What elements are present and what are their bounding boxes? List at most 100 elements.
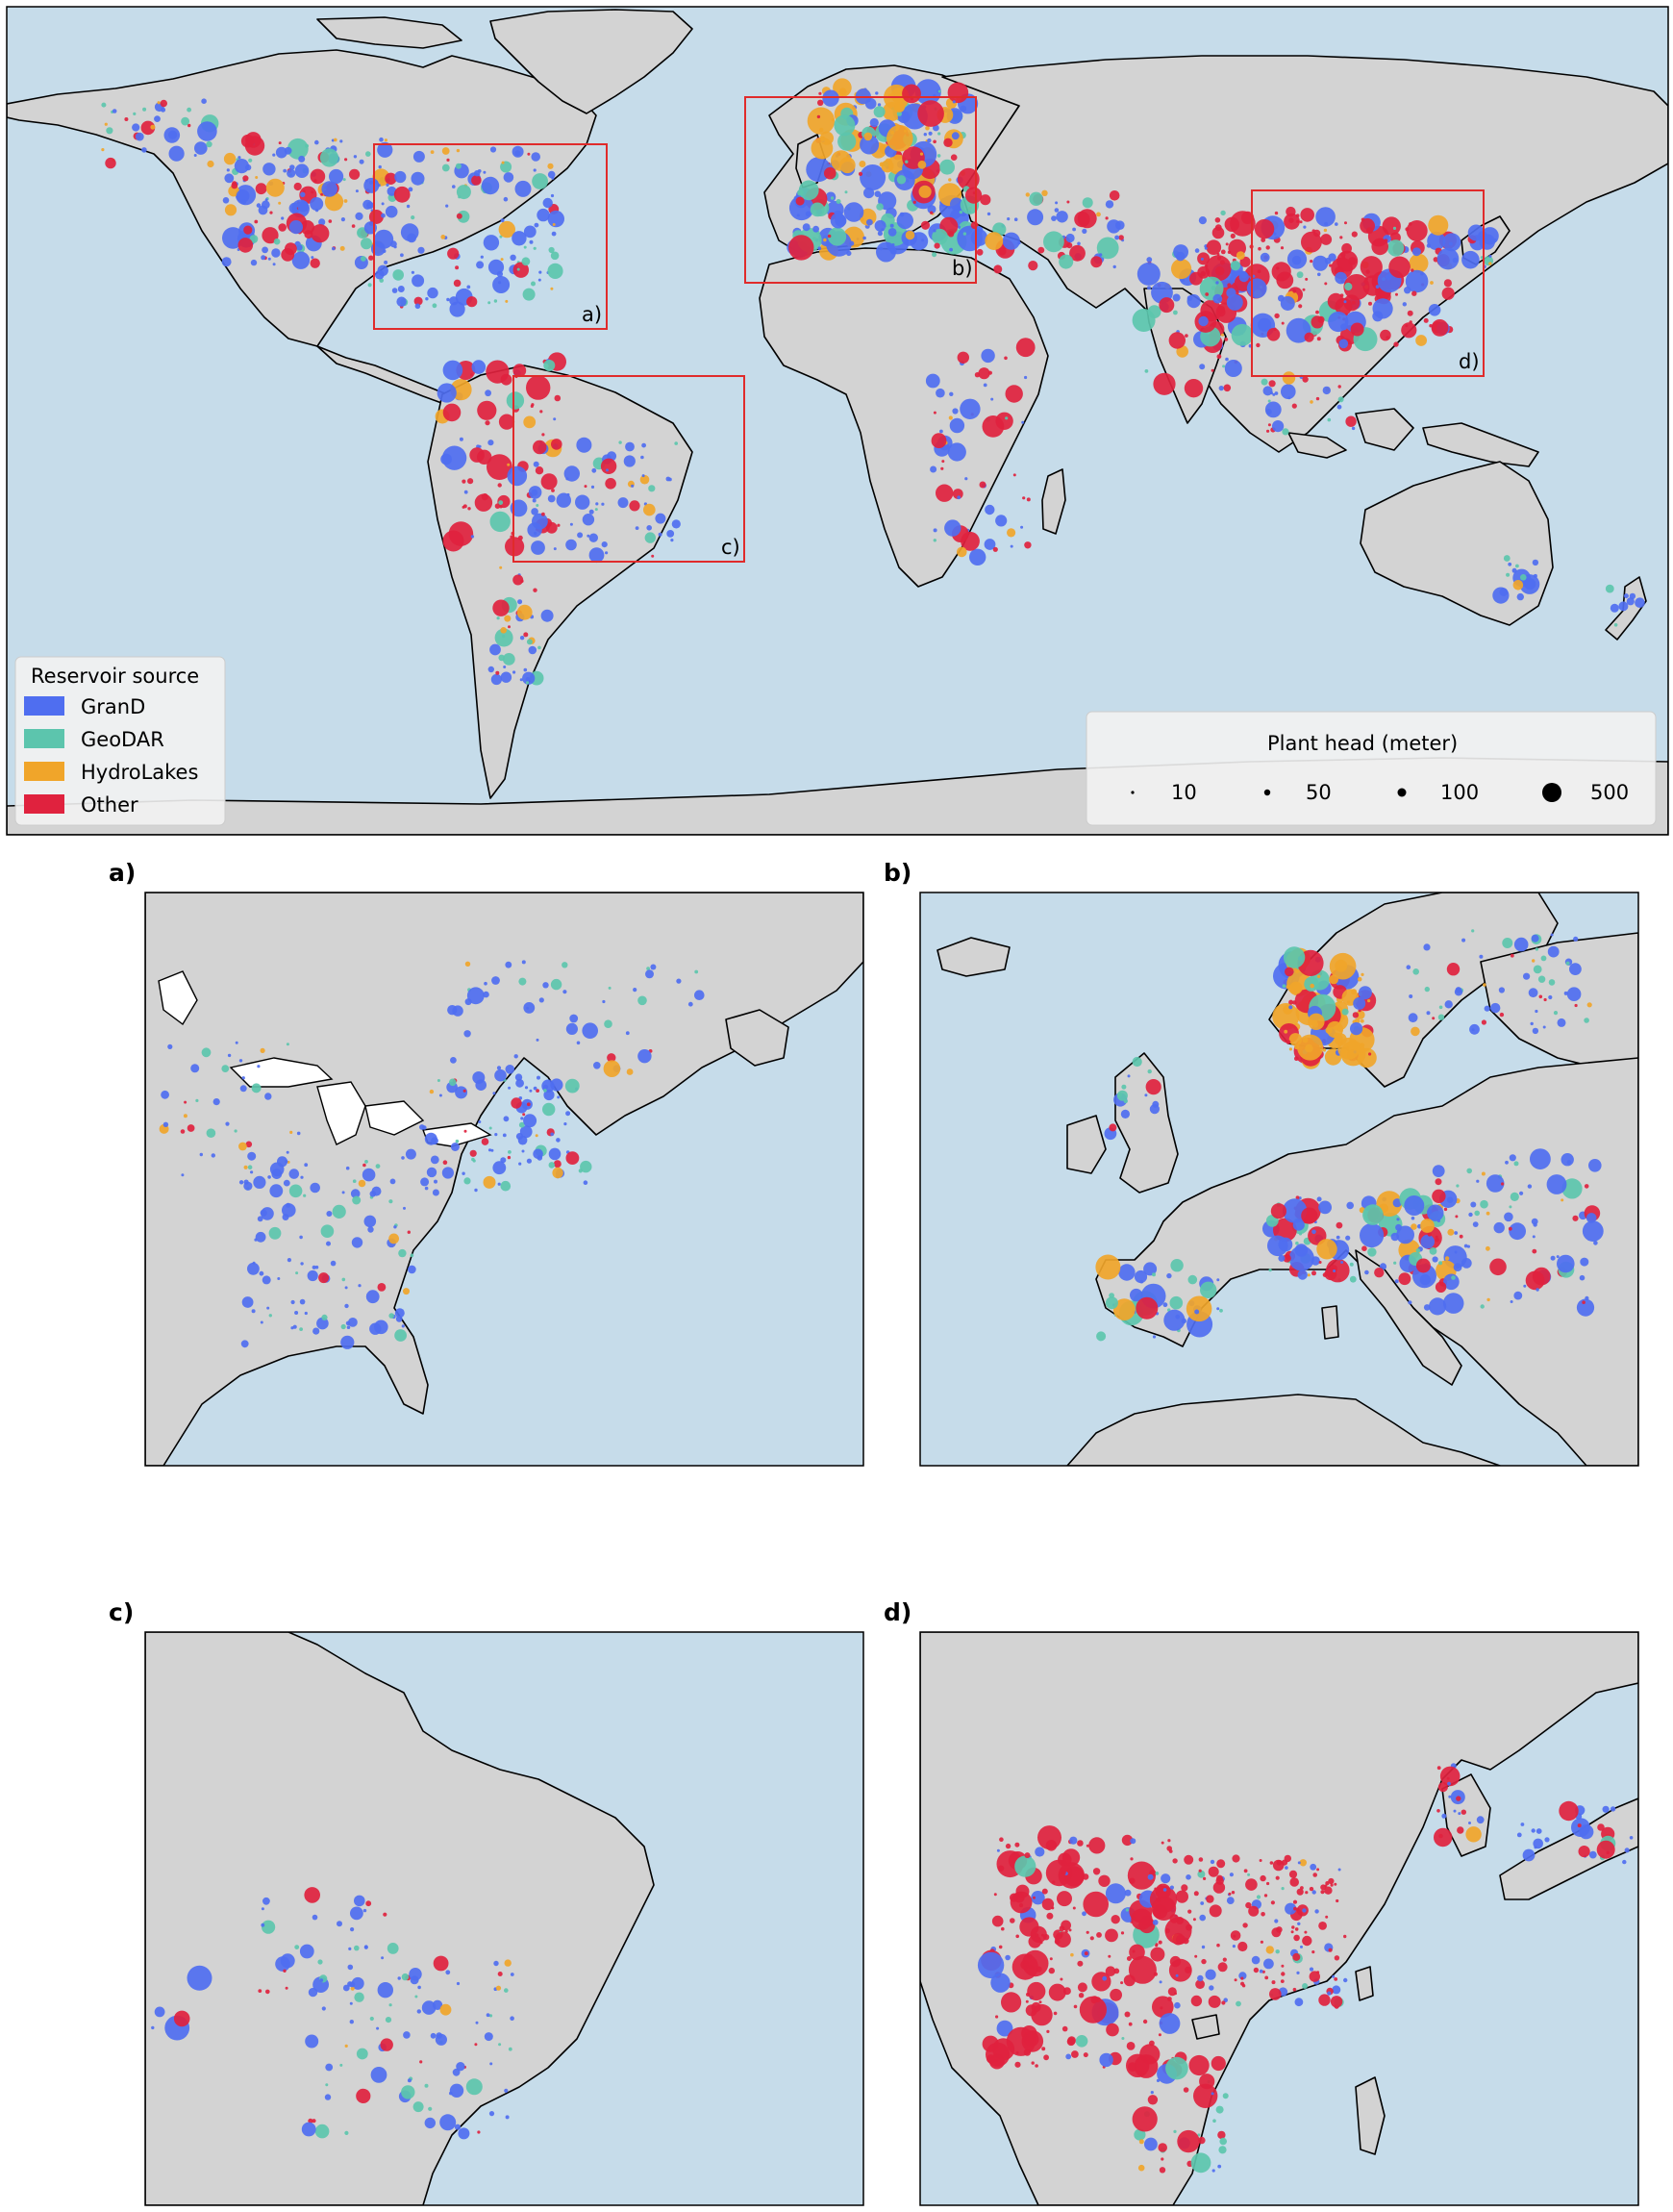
- reservoir-marker: [1580, 1257, 1589, 1267]
- reservoir-marker: [184, 1100, 187, 1104]
- reservoir-marker: [1546, 1174, 1567, 1194]
- reservoir-marker: [1114, 235, 1119, 240]
- reservoir-marker: [412, 2101, 424, 2113]
- reservoir-marker: [1532, 1235, 1536, 1239]
- reservoir-marker: [101, 148, 105, 152]
- reservoir-marker: [241, 1296, 254, 1308]
- reservoir-marker: [500, 671, 512, 683]
- reservoir-marker: [1270, 1900, 1275, 1905]
- reservoir-marker: [411, 215, 415, 220]
- reservoir-marker: [1006, 2026, 1036, 2056]
- reservoir-marker: [445, 204, 449, 208]
- reservoir-marker: [977, 1951, 1005, 1979]
- reservoir-marker: [1134, 2054, 1159, 2078]
- reservoir-marker: [1350, 322, 1364, 337]
- reservoir-marker: [512, 574, 524, 586]
- reservoir-marker: [993, 264, 1003, 274]
- reservoir-marker: [635, 526, 639, 530]
- reservoir-marker: [438, 1093, 442, 1097]
- reservoir-marker: [255, 183, 267, 195]
- reservoir-marker: [310, 197, 324, 211]
- reservoir-marker: [1275, 1949, 1280, 1954]
- reservoir-marker: [1096, 212, 1101, 217]
- reservoir-marker: [1531, 1828, 1536, 1833]
- reservoir-marker: [687, 1001, 693, 1007]
- reservoir-marker: [936, 388, 945, 398]
- reservoir-marker: [1540, 955, 1547, 962]
- reservoir-marker: [1211, 368, 1214, 372]
- reservoir-marker: [1245, 1901, 1252, 1909]
- reservoir-marker: [1274, 391, 1279, 395]
- reservoir-marker: [296, 244, 303, 251]
- reservoir-marker: [450, 1143, 460, 1151]
- reservoir-marker: [355, 212, 363, 220]
- reservoir-marker: [287, 168, 296, 178]
- reservoir-marker: [494, 503, 501, 509]
- reservoir-marker: [420, 1177, 430, 1187]
- reservoir-marker: [351, 1237, 363, 1248]
- reservoir-marker: [1408, 1013, 1418, 1023]
- reservoir-marker: [496, 1066, 502, 1070]
- reservoir-marker: [247, 1165, 253, 1169]
- reservoir-marker: [400, 253, 404, 258]
- reservoir-marker: [594, 508, 598, 512]
- reservoir-marker: [1504, 1212, 1513, 1222]
- reservoir-marker: [463, 490, 468, 494]
- reservoir-marker: [224, 204, 237, 216]
- reservoir-marker: [1293, 1934, 1300, 1942]
- reservoir-marker: [319, 1978, 324, 1982]
- reservoir-marker: [1337, 1026, 1343, 1033]
- reservoir-marker: [1170, 1259, 1184, 1272]
- reservoir-marker: [1444, 1000, 1453, 1009]
- reservoir-marker: [1078, 1993, 1085, 1998]
- reservoir-marker: [250, 1170, 254, 1174]
- reservoir-marker: [1048, 1967, 1056, 1974]
- reservoir-marker: [1309, 1971, 1321, 1982]
- reservoir-marker: [1588, 1159, 1602, 1172]
- reservoir-marker: [1199, 364, 1206, 370]
- reservoir-marker: [665, 476, 671, 482]
- reservoir-marker: [553, 547, 557, 551]
- reservoir-marker: [340, 1335, 355, 1349]
- reservoir-marker: [499, 566, 503, 569]
- reservoir-marker: [1586, 1213, 1597, 1223]
- reservoir-marker: [1161, 1873, 1171, 1884]
- reservoir-marker: [339, 245, 345, 251]
- reservoir-marker: [157, 101, 161, 105]
- reservoir-marker: [1194, 1954, 1198, 1958]
- reservoir-marker: [325, 2063, 334, 2072]
- reservoir-marker: [1405, 1255, 1410, 1261]
- reservoir-marker: [1532, 959, 1536, 963]
- reservoir-marker: [1360, 218, 1375, 234]
- reservoir-marker: [1561, 1153, 1574, 1167]
- reservoir-marker: [550, 1078, 563, 1092]
- reservoir-marker: [1212, 293, 1223, 304]
- reservoir-marker: [1187, 1274, 1198, 1285]
- reservoir-marker: [365, 1290, 380, 1304]
- reservoir-marker: [1186, 1923, 1192, 1931]
- reservoir-marker: [933, 539, 936, 542]
- reservoir-marker: [521, 257, 531, 266]
- reservoir-marker: [1296, 1971, 1300, 1974]
- reservoir-marker: [1149, 2040, 1155, 2047]
- reservoir-marker: [1022, 1949, 1049, 1977]
- reservoir-marker: [1438, 1833, 1443, 1839]
- reservoir-marker: [300, 1175, 304, 1179]
- reservoir-marker: [569, 522, 573, 526]
- reservoir-marker: [957, 495, 961, 500]
- reservoir-marker: [531, 540, 545, 555]
- reservoir-marker: [388, 1313, 395, 1319]
- reservoir-marker: [543, 1089, 547, 1093]
- reservoir-marker: [294, 163, 310, 178]
- reservoir-marker: [321, 1314, 328, 1320]
- reservoir-marker: [379, 278, 385, 283]
- reservoir-marker: [1240, 1976, 1244, 1980]
- reservoir-marker: [1130, 1288, 1143, 1302]
- reservoir-marker: [1443, 1207, 1448, 1212]
- reservoir-marker: [1429, 1247, 1437, 1255]
- reservoir-marker: [1544, 1837, 1550, 1843]
- reservoir-marker: [1297, 1861, 1301, 1865]
- reservoir-marker: [1065, 2053, 1072, 2060]
- reservoir-marker: [1488, 262, 1492, 265]
- reservoir-marker: [508, 2047, 512, 2051]
